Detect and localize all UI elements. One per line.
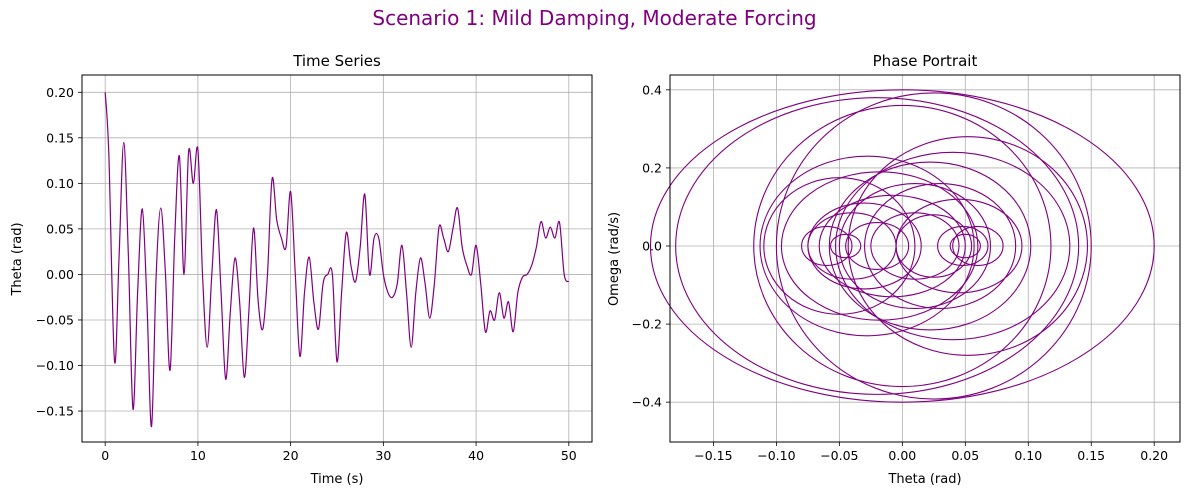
phase-portrait-orbit-loop	[818, 194, 966, 298]
phase-portrait-xtick-label: 0.20	[1140, 448, 1168, 463]
time-series-ylabel: Theta (rad)	[10, 222, 25, 296]
phase-portrait-orbit-loop	[828, 161, 1032, 331]
phase-portrait-orbit-loop	[949, 233, 981, 259]
phase-portrait-orbit-loop	[952, 225, 1004, 267]
time-series-xtick-label: 40	[468, 448, 484, 463]
phase-portrait-axes-frame	[669, 74, 1181, 443]
phase-portrait-xtick-label: 0.00	[888, 448, 916, 463]
phase-portrait-orbit-loop	[835, 151, 1071, 341]
phase-portrait-grid	[670, 75, 1180, 442]
time-series-xtick-label: 20	[283, 448, 299, 463]
time-series-ytick-label: 0.05	[46, 221, 74, 236]
phase-portrait-orbit-loop	[759, 155, 975, 337]
phase-portrait-plot-area	[649, 89, 1155, 403]
phase-portrait-orbit-loop	[807, 202, 922, 290]
phase-portrait-orbit-loop	[830, 233, 862, 259]
phase-portrait-orbit-loop	[801, 225, 853, 267]
phase-portrait-orbit-loop	[753, 104, 1052, 388]
time-series-xtick-label: 10	[190, 448, 206, 463]
phase-portrait-xtick-label: −0.05	[820, 448, 858, 463]
time-series-xtick-label: 0	[101, 448, 109, 463]
time-series-panel: Time Series Time (s) Theta (rad) 0 10 20 30…	[10, 52, 593, 487]
phase-portrait-orbit-loop	[847, 136, 1088, 356]
phase-portrait-xtick-label: −0.10	[757, 448, 795, 463]
time-series-ytick-label: 0.00	[46, 267, 74, 282]
phase-portrait-panel: Phase Portrait Theta (rad) Omega (rad/s)…	[607, 52, 1181, 487]
figure-title: Scenario 1: Mild Damping, Moderate Forci…	[372, 6, 816, 30]
phase-portrait-orbit-loop	[780, 171, 979, 321]
time-series-ytick-label: 0.10	[46, 176, 74, 191]
time-series-axes-frame	[81, 74, 593, 443]
phase-portrait-orbit-loop	[775, 92, 1092, 400]
phase-portrait-xlabel: Theta (rad)	[887, 472, 961, 487]
time-series-ytick-label: 0.15	[46, 130, 74, 145]
time-series-ytick-label: −0.05	[36, 312, 74, 327]
time-series-title: Time Series	[292, 52, 381, 70]
phase-portrait-orbit-loop	[870, 212, 960, 280]
phase-portrait-xtick-label: 0.10	[1014, 448, 1042, 463]
time-series-series-line	[104, 92, 570, 428]
time-series-xtick-label: 50	[561, 448, 577, 463]
phase-portrait-orbit-loop	[937, 225, 989, 267]
phase-portrait-orbit-loop	[864, 182, 1017, 310]
phase-portrait-ytick-label: 0.0	[642, 239, 662, 254]
phase-portrait-title: Phase Portrait	[873, 52, 978, 70]
phase-portrait-orbit-loop	[649, 89, 1155, 403]
time-series-plot-area	[104, 92, 570, 428]
phase-portrait-ylabel: Omega (rad/s)	[607, 212, 622, 306]
time-series-xtick-label: 30	[375, 448, 391, 463]
time-series-ytick-label: −0.10	[36, 358, 74, 373]
time-series-xlabel: Time (s)	[310, 472, 364, 487]
phase-portrait-orbit-loop	[845, 222, 910, 270]
phase-portrait-ytick-label: −0.2	[632, 317, 662, 332]
time-series-ytick-label: 0.20	[46, 85, 74, 100]
phase-portrait-orbit-loop	[763, 177, 916, 315]
phase-portrait-ytick-label: −0.4	[632, 395, 662, 410]
time-series-grid	[82, 75, 592, 442]
phase-portrait-ticks: −0.15 −0.10 −0.05 0.00 0.05 0.10 0.15 0.20 −0.4 −…	[632, 82, 1169, 463]
phase-portrait-xtick-label: 0.05	[951, 448, 979, 463]
phase-portrait-ytick-label: 0.4	[642, 82, 662, 97]
phase-portrait-xtick-label: −0.15	[694, 448, 732, 463]
phase-portrait-orbit-loop	[838, 182, 992, 310]
phase-portrait-ytick-label: 0.2	[642, 160, 662, 175]
phase-portrait-orbit-loop	[675, 97, 1080, 395]
time-series-ytick-label: −0.15	[36, 404, 74, 419]
time-series-ticks: 0 10 20 30 40 50 −0.15 −0.10 −0.05 0.00 0.05 0.10 0.…	[36, 85, 577, 463]
phase-portrait-xtick-label: 0.15	[1077, 448, 1105, 463]
phase-portrait-orbit-loop	[895, 214, 973, 278]
